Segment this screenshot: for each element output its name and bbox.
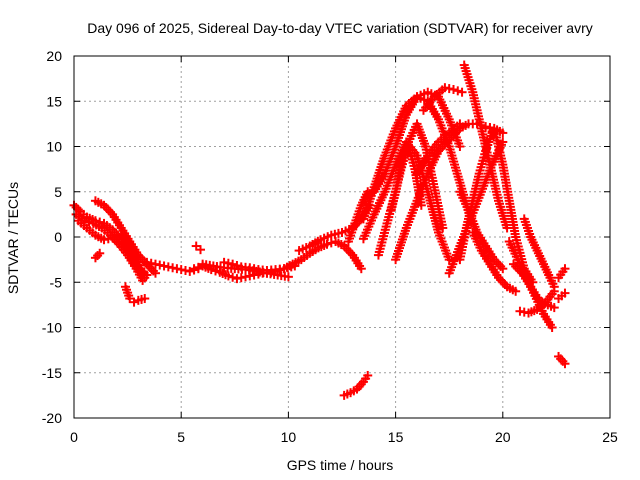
y-tick-label: -20 <box>42 410 62 426</box>
data-point <box>560 359 570 369</box>
series-pass-34 <box>554 288 570 304</box>
data-point <box>140 294 150 304</box>
x-tick-label: 5 <box>177 429 185 445</box>
series-pass-33 <box>554 351 570 369</box>
data-point <box>448 84 458 94</box>
x-tick-label: 20 <box>495 429 511 445</box>
data-point <box>438 223 448 233</box>
data-point <box>549 282 559 292</box>
data-point <box>560 264 570 274</box>
series-pass-30 <box>509 259 559 313</box>
data-point <box>498 137 508 147</box>
tick-labels-layer: 0 5 10 15 20 25 -20 -15 -10 -5 0 5 10 15 20 <box>42 48 618 445</box>
data-point <box>356 264 366 274</box>
data-point <box>195 245 205 255</box>
data-point <box>560 288 570 298</box>
series-pass-25 <box>459 60 512 233</box>
y-tick-label: -5 <box>50 274 63 290</box>
data-point <box>549 303 559 313</box>
data-point-interp <box>326 238 336 248</box>
data-point <box>283 272 293 282</box>
data-point <box>416 200 426 210</box>
y-tick-label: 5 <box>54 184 62 200</box>
series-pass-32 <box>519 214 559 292</box>
x-tick-label: 10 <box>281 429 297 445</box>
data-point-interp <box>228 272 238 282</box>
series-pass-5 <box>120 282 150 307</box>
data-point-interp <box>453 86 463 96</box>
x-tick-label: 25 <box>602 429 618 445</box>
data-point <box>363 370 373 380</box>
data-point <box>498 264 508 274</box>
series-pass-12 <box>339 370 373 400</box>
y-tick-label: 0 <box>54 229 62 245</box>
y-tick-label: 15 <box>46 93 62 109</box>
data-point <box>498 128 508 138</box>
series-pass-37 <box>191 241 205 255</box>
y-tick-label: 20 <box>46 48 62 64</box>
data-point <box>511 286 521 296</box>
x-axis-label: GPS time / hours <box>287 457 394 473</box>
chart-title: Day 096 of 2025, Sidereal Day-to-day VTE… <box>87 20 593 36</box>
marks-layer <box>69 60 570 400</box>
data-point <box>191 241 201 251</box>
data-point <box>455 142 465 151</box>
data-point <box>547 323 557 332</box>
series-pass-16 <box>369 87 465 197</box>
series-pass-4 <box>90 196 160 278</box>
series-pass-36 <box>90 248 105 263</box>
data-point <box>150 268 160 278</box>
data-point <box>95 248 105 258</box>
x-tick-label: 0 <box>70 429 78 445</box>
series-pass-35 <box>554 264 570 283</box>
data-point <box>457 87 467 97</box>
y-tick-label: 10 <box>46 139 62 155</box>
y-axis-label: SDTVAR / TECUs <box>5 182 21 294</box>
ticks-layer <box>73 55 611 419</box>
y-tick-label: -15 <box>42 365 62 381</box>
data-point <box>502 223 512 233</box>
data-point <box>125 294 135 304</box>
series-pass-27 <box>485 123 538 287</box>
series-pass-21 <box>418 83 467 115</box>
y-tick-label: -10 <box>42 320 62 336</box>
data-point <box>444 255 454 265</box>
series-pass-31 <box>515 286 559 318</box>
grid-layer <box>74 56 610 418</box>
data-point <box>140 273 150 283</box>
series-pass-19 <box>391 146 443 265</box>
x-tick-label: 15 <box>388 429 404 445</box>
series-pass-10 <box>262 237 366 278</box>
series-pass-28 <box>468 227 521 296</box>
